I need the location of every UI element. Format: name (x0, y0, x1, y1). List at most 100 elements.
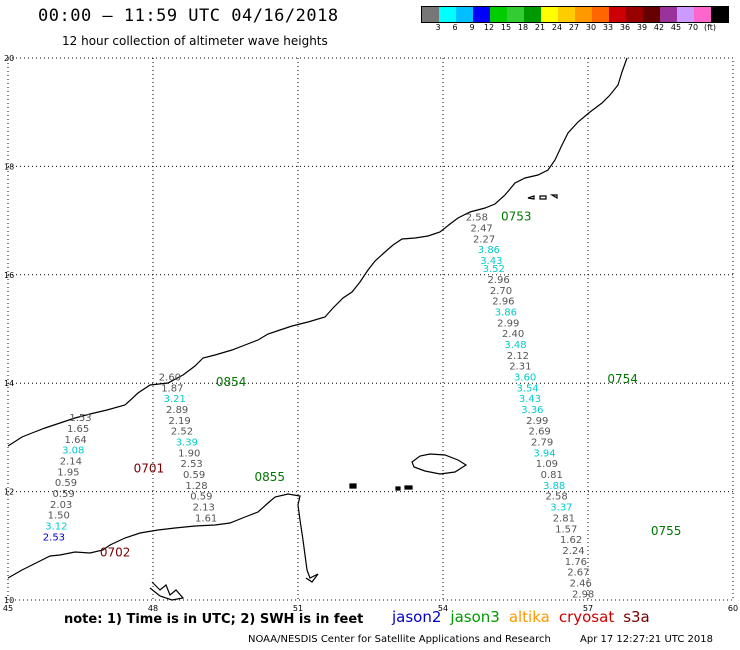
wave-height-value: 3.86 (495, 307, 517, 318)
wave-height-value: 1.28 (185, 481, 207, 492)
wave-height-value: 1.09 (536, 459, 558, 470)
wave-height-value: 2.53 (43, 532, 65, 543)
color-scale-label: 6 (452, 23, 458, 32)
wave-height-value: 1.87 (161, 383, 183, 394)
legend-item-jason3: jason3 (450, 608, 500, 626)
wave-height-value: 1.61 (195, 513, 217, 524)
wave-height-value: 2.46 (570, 578, 592, 589)
wave-height-value: 0.59 (52, 489, 74, 500)
color-scale-label: 24 (551, 23, 563, 32)
color-scale-label: 27 (568, 23, 580, 32)
islet-1 (349, 483, 357, 489)
wave-height-value: 2.60 (159, 372, 181, 383)
wave-height-value: 3.60 (514, 372, 536, 383)
wave-height-value: 0.81 (541, 470, 563, 481)
pass-time-label: 0702 (100, 546, 131, 560)
color-scale-label: 42 (653, 23, 665, 32)
pass-time-label: 0753 (501, 210, 532, 224)
pass-times: 0753 0754 0755 0854 0855 0701 0702 (100, 210, 682, 560)
pass-time-label: 0855 (255, 470, 286, 484)
wave-height-value: 3.52 (483, 264, 505, 275)
wave-height-value: 2.52 (171, 427, 193, 438)
x-tick-label: 51 (293, 604, 303, 613)
x-tick-label: 48 (148, 604, 158, 613)
wave-height-value: 3.94 (533, 448, 555, 459)
wave-height-value: 3.43 (519, 394, 541, 405)
islet-2 (395, 486, 401, 491)
footer-note: note: 1) Time is in UTC; 2) SWH is in fe… (64, 612, 364, 627)
wave-height-value: 1.53 (69, 413, 91, 424)
frame-border (7, 57, 734, 601)
wave-height-value: 3.48 (504, 340, 526, 351)
wave-height-value: 2.53 (181, 459, 203, 470)
wave-height-value: 3.86 (478, 245, 500, 256)
generated-timestamp: Apr 17 12:27:21 UTC 2018 (580, 634, 713, 645)
x-tick-label: 54 (438, 604, 448, 613)
y-tick-label: 14 (4, 379, 14, 388)
color-swatch (422, 7, 439, 22)
wave-height-value: 1.95 (57, 467, 79, 478)
wave-height-value: 3.54 (516, 383, 538, 394)
color-scale-label: 36 (619, 23, 631, 32)
wave-height-value: 1.50 (48, 511, 70, 522)
color-swatch (592, 7, 609, 22)
color-scale-label: 70 (687, 23, 699, 32)
wave-height-value: 2.58 (545, 492, 567, 503)
x-tick-labels: 45 48 51 54 57 60 (3, 604, 738, 613)
wave-height-value: 0.59 (55, 478, 77, 489)
wave-height-value: 1.57 (555, 524, 577, 535)
wave-height-value: 2.67 (567, 568, 589, 579)
pass-time-label: 0701 (134, 462, 165, 476)
color-scale-label: 15 (500, 23, 512, 32)
wave-height-value: 1.65 (67, 424, 89, 435)
color-swatch (524, 7, 541, 22)
wave-height-value: 3.08 (62, 446, 84, 457)
pass-time-label: 0754 (607, 372, 638, 386)
wave-height-value: 3.12 (45, 522, 67, 533)
y-tick-label: 12 (4, 488, 14, 497)
coastline-arabia (7, 57, 628, 447)
credit-text: NOAA/NESDIS Center for Satellite Applica… (248, 634, 551, 645)
y-tick-label: 16 (4, 271, 14, 280)
color-scale-label: 39 (636, 23, 648, 32)
color-swatch (456, 7, 473, 22)
wave-height-value: 3.39 (176, 438, 198, 449)
graticule (8, 58, 733, 600)
wave-height-value: 3.21 (164, 394, 186, 405)
color-swatch (711, 7, 728, 22)
color-swatch (558, 7, 575, 22)
legend-item-s3a: s3a (623, 608, 650, 626)
wave-height-value: 2.98 (572, 589, 594, 600)
coastline-somalia (7, 493, 319, 583)
color-scale-label: 18 (517, 23, 529, 32)
wave-height-value: 2.19 (168, 416, 190, 427)
wave-height-value: 0.59 (190, 492, 212, 503)
map-frame (7, 57, 734, 601)
islet-3 (404, 485, 413, 490)
wave-height-value: 2.99 (497, 318, 519, 329)
wave-height-value: 1.62 (560, 535, 582, 546)
pass-time-label: 0854 (216, 375, 247, 389)
coastline-yemen-islands (149, 581, 185, 601)
x-tick-label: 57 (583, 604, 593, 613)
wave-height-value: 2.96 (487, 275, 509, 286)
wave-height-value: 2.14 (60, 457, 82, 468)
color-swatch (694, 7, 711, 22)
color-scale-label: 33 (602, 23, 614, 32)
y-tick-labels: 20 18 16 14 12 10 (4, 54, 14, 605)
map-subtitle: 12 hour collection of altimeter wave hei… (62, 34, 328, 48)
track-east: 2.582.472.273.863.433.522.962.702.963.86… (466, 213, 595, 601)
wave-height-value: 3.36 (521, 405, 543, 416)
color-swatch (677, 7, 694, 22)
wave-height-value: 2.27 (473, 234, 495, 245)
color-swatch (439, 7, 456, 22)
wave-height-value: 2.96 (492, 297, 514, 308)
wave-height-value: 1.90 (178, 448, 200, 459)
color-swatch (609, 7, 626, 22)
wave-height-value: 0.59 (183, 470, 205, 481)
color-scale-label: 12 (483, 23, 495, 32)
map-title: 00:00 – 11:59 UTC 04/16/2018 (38, 6, 339, 26)
wave-height-value: 2.70 (490, 286, 512, 297)
wave-height-value: 2.58 (466, 213, 488, 224)
